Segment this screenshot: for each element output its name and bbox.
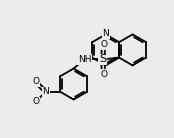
Text: O: O [100,70,107,79]
Text: NH: NH [78,55,91,64]
Text: N: N [102,29,109,38]
Text: N: N [42,87,49,96]
Text: S: S [99,54,106,64]
Text: O: O [32,77,39,86]
Text: O: O [100,40,107,49]
Text: O: O [32,97,39,106]
